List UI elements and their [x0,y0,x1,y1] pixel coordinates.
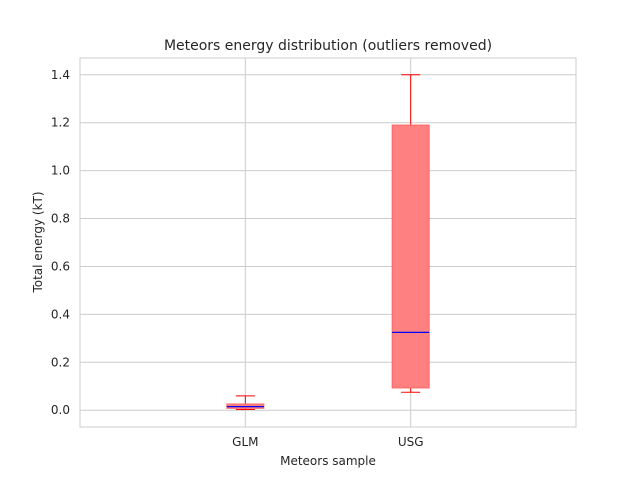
y-tick-label: 0.0 [51,403,70,417]
grid [80,58,576,427]
y-tick-label: 1.2 [51,116,70,130]
boxes [226,74,430,411]
y-tick-label: 0.8 [51,212,70,226]
y-axis-label: Total energy (kT) [31,191,45,293]
plot-frame [79,57,577,428]
x-tick-labels: GLM USG [232,435,423,449]
x-tick-label: GLM [232,435,258,449]
usg-box [391,124,430,389]
y-tick-label: 0.2 [51,355,70,369]
y-tick-labels: 0.0 0.2 0.4 0.6 0.8 1.0 1.2 1.4 [51,68,70,417]
x-axis-label: Meteors sample [280,454,376,468]
y-tick-label: 1.4 [51,68,70,82]
y-tick-label: 0.4 [51,307,70,321]
y-tick-label: 1.0 [51,164,70,178]
y-tick-label: 0.6 [51,259,70,273]
chart-title: Meteors energy distribution (outliers re… [164,38,492,54]
x-tick-label: USG [398,435,424,449]
